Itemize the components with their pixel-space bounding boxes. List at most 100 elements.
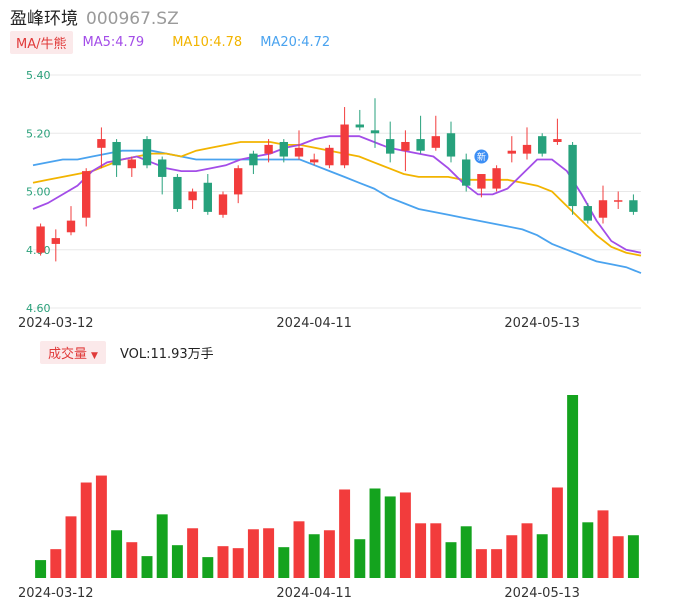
- candle-body: [598, 200, 608, 218]
- news-marker-label: 新: [477, 151, 486, 163]
- ma-legend: MA/牛熊 MA5:4.79 MA10:4.78 MA20:4.72: [10, 30, 331, 54]
- volume-bar: [247, 529, 259, 578]
- candle-body: [51, 238, 60, 244]
- price-tick-label: 5.40: [26, 69, 51, 82]
- candle-body: [310, 159, 319, 163]
- news-marker-icon: [474, 149, 489, 164]
- candle-body: [462, 159, 471, 186]
- candle-body: [82, 171, 91, 218]
- candle-body: [234, 168, 243, 195]
- volume-bar: [323, 530, 335, 578]
- volume-bar: [35, 560, 47, 578]
- volume-bar: [50, 549, 62, 578]
- candle-body: [355, 124, 364, 128]
- volume-bar: [111, 530, 123, 578]
- candle-body: [522, 144, 532, 154]
- ma20-label: MA20:4.72: [260, 34, 331, 50]
- volume-bar: [612, 536, 624, 578]
- candle-body: [370, 130, 380, 134]
- candle-body: [36, 226, 45, 253]
- volume-legend: 成交量 ▼ VOL:11.93万手: [40, 340, 214, 364]
- volume-bar: [202, 557, 214, 578]
- volume-bar: [141, 556, 153, 578]
- volume-bar: [384, 496, 396, 578]
- volume-bar: [308, 534, 320, 578]
- volume-bar: [521, 523, 533, 578]
- ma20-line: [32, 149, 642, 274]
- volume-indicator-button[interactable]: 成交量 ▼: [40, 340, 106, 364]
- candle-body: [629, 200, 638, 212]
- price-date-label: 2024-03-12: [18, 316, 94, 331]
- price-date-label: 2024-04-11: [276, 316, 352, 331]
- candle-body: [249, 153, 258, 166]
- volume-bar: [187, 528, 199, 578]
- price-date-label: 2024-05-13: [504, 316, 580, 331]
- price-tick-label: 5.20: [26, 127, 51, 140]
- volume-bar: [126, 542, 138, 578]
- candle-body: [294, 147, 304, 157]
- candle-body: [553, 139, 562, 142]
- volume-bar: [156, 514, 168, 578]
- candle-body: [401, 141, 410, 151]
- candle-body: [66, 220, 76, 233]
- chevron-down-icon: ▼: [91, 350, 98, 361]
- volume-bar: [293, 521, 305, 578]
- candle-body: [112, 141, 121, 166]
- candle-body: [492, 168, 501, 189]
- volume-bar: [95, 475, 107, 578]
- volume-bar: [263, 528, 275, 578]
- candle-body: [97, 139, 106, 148]
- volume-bar: [232, 548, 244, 578]
- volume-bar: [369, 488, 381, 578]
- volume-bar: [399, 492, 411, 578]
- volume-indicator-label: 成交量: [48, 346, 88, 362]
- stock-name: 盈峰环境: [10, 9, 78, 29]
- volume-bar: [567, 395, 579, 578]
- volume-bar: [597, 510, 609, 578]
- candle-body: [325, 147, 334, 166]
- volume-bar: [445, 542, 457, 578]
- volume-bar: [430, 523, 442, 578]
- volume-bar: [278, 547, 290, 578]
- candle-body: [264, 144, 273, 154]
- volume-bar: [627, 535, 639, 578]
- candle-body: [446, 133, 456, 157]
- volume-bar: [475, 549, 487, 578]
- volume-bar: [354, 539, 366, 578]
- candle-body: [386, 139, 395, 154]
- candle-body: [340, 124, 349, 166]
- volume-bar: [415, 523, 427, 578]
- volume-bar: [65, 516, 77, 578]
- price-tick-label: 4.60: [26, 302, 51, 315]
- volume-date-label: 2024-03-12: [18, 586, 94, 601]
- candle-body: [203, 182, 212, 212]
- stock-code: 000967.SZ: [86, 9, 179, 29]
- candle-body: [279, 141, 288, 157]
- candle-body: [477, 174, 486, 189]
- candle-body: [568, 144, 577, 207]
- volume-bar: [460, 526, 472, 578]
- ma5-line: [32, 135, 642, 254]
- candle-body: [218, 194, 228, 215]
- volume-bar: [506, 535, 518, 578]
- ma-indicator-button[interactable]: MA/牛熊: [10, 30, 73, 54]
- volume-value: VOL:11.93万手: [119, 346, 214, 362]
- volume-bar: [80, 482, 92, 578]
- candle-body: [431, 136, 440, 148]
- candle-body: [188, 191, 197, 201]
- candle-body: [583, 206, 592, 221]
- candle-body: [173, 176, 182, 209]
- volume-bar: [536, 534, 548, 578]
- volume-bar: [339, 489, 351, 578]
- volume-bar: [551, 487, 563, 578]
- candle-body: [538, 136, 547, 154]
- candle-body: [614, 200, 623, 202]
- volume-bar: [582, 522, 594, 578]
- price-tick-label: 5.00: [26, 186, 51, 199]
- candle-body: [507, 150, 516, 154]
- volume-bar: [171, 545, 183, 578]
- volume-bar: [491, 549, 503, 578]
- volume-bar: [217, 546, 229, 578]
- ma5-label: MA5:4.79: [82, 34, 145, 50]
